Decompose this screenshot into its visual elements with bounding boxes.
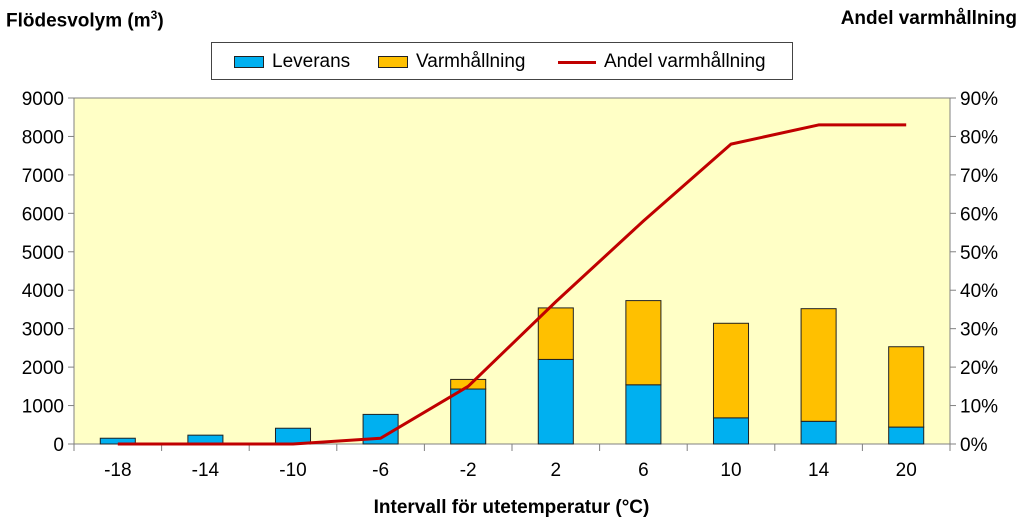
bar-varmhallning [712, 322, 750, 419]
x-tick-label: -14 [192, 460, 220, 481]
y-right-tick-label: 50% [960, 243, 998, 264]
y-axis-right-title: Andel varmhållning [840, 8, 1017, 29]
x-tick-label: -2 [460, 460, 477, 481]
y-left-tick-label: 4000 [22, 281, 64, 302]
y-left-tick-label: 1000 [22, 397, 64, 418]
x-axis-title: Intervall för utetemperatur (°C) [373, 497, 650, 518]
x-tick-label: 20 [896, 460, 917, 481]
bar-varmhallning [888, 346, 925, 428]
legend-swatch-varmhallning [378, 56, 408, 68]
x-axis: -18 -14 -10 -6 -2 2 6 10 14 20 [73, 444, 951, 481]
legend-label-varmhallning: Varmhållning [416, 51, 526, 72]
legend-item-leverans: Leverans [234, 51, 350, 73]
bar-leverans [625, 384, 662, 445]
bar-leverans [537, 358, 574, 445]
x-tick-label: 14 [808, 460, 830, 481]
y-right-tick-label: 10% [960, 397, 998, 418]
legend-item-varmhallning: Varmhållning [378, 51, 525, 73]
bar-leverans [450, 388, 487, 445]
legend-label-leverans: Leverans [272, 51, 351, 72]
bars [99, 300, 925, 445]
x-tick-label: -18 [104, 460, 131, 481]
y-right-tick-label: 0% [960, 435, 988, 456]
bar-leverans [274, 427, 312, 445]
y-right-tick-label: 30% [960, 320, 998, 341]
y-axis-right: 0% 10% 20% 30% 40% 50% 60% 70% 80% 90% [950, 89, 998, 456]
legend-item-andel: Andel varmhållning [558, 51, 766, 73]
bar-varmhallning [800, 308, 837, 422]
bar-leverans [888, 426, 925, 445]
y-axis-left: 0 1000 2000 3000 4000 5000 6000 7000 8000 9000 [22, 89, 74, 456]
y-axis-left-title: Flödesvolym (m3) [6, 8, 164, 32]
line-andel-varmhallning [117, 123, 907, 446]
x-tick-label: 10 [720, 460, 741, 481]
bar-leverans [800, 420, 837, 445]
y-left-tick-label: 0 [53, 435, 64, 456]
y-right-tick-label: 40% [960, 281, 998, 302]
x-tick-label: 6 [638, 460, 649, 481]
y-left-tick-label: 8000 [22, 127, 64, 148]
y-right-tick-label: 80% [960, 127, 998, 148]
bar-varmhallning [625, 300, 662, 386]
legend-label-andel: Andel varmhållning [604, 51, 766, 72]
x-tick-label: -10 [279, 460, 306, 481]
y-left-tick-label: 2000 [22, 358, 64, 379]
line-series [117, 123, 907, 446]
y-left-tick-label: 9000 [22, 89, 64, 110]
y-left-tick-label: 5000 [22, 243, 64, 264]
y-left-tick-label: 6000 [22, 204, 64, 225]
legend-line-andel [558, 60, 596, 64]
y-left-tick-label: 7000 [22, 166, 64, 187]
y-right-tick-label: 20% [960, 358, 998, 379]
y-right-tick-label: 70% [960, 166, 998, 187]
y-left-tick-label: 3000 [22, 320, 64, 341]
x-tick-label: 2 [551, 460, 562, 481]
bar-leverans [712, 417, 750, 445]
x-tick-label: -6 [372, 460, 389, 481]
legend-swatch-leverans [234, 56, 264, 68]
y-right-tick-label: 90% [960, 89, 998, 110]
bar-varmhallning [537, 307, 574, 360]
y-right-tick-label: 60% [960, 204, 998, 225]
bar-varmhallning [450, 378, 487, 390]
legend: Leverans Varmhållning Andel varmhållning [211, 42, 793, 80]
